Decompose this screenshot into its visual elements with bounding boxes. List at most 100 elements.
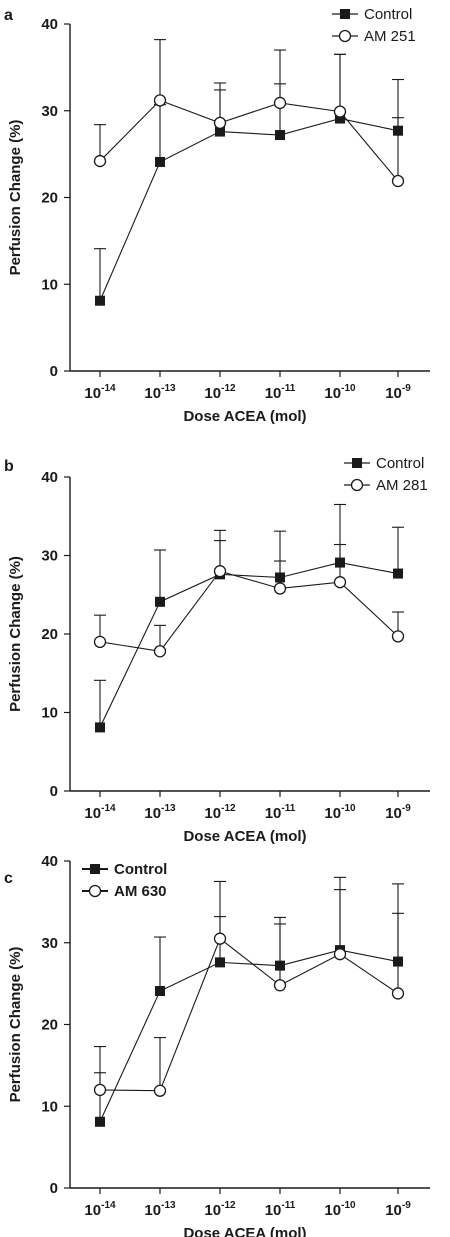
data-point-circle xyxy=(93,1083,107,1097)
x-tick-label: 10-12 xyxy=(204,1200,236,1219)
y-tick-label: 20 xyxy=(41,1017,58,1034)
y-tick-label: 30 xyxy=(41,548,58,565)
data-point-square xyxy=(155,985,165,996)
data-point-square xyxy=(215,957,225,968)
x-tick-base: 10 xyxy=(324,385,341,402)
y-tick-label: 30 xyxy=(41,935,58,952)
x-tick-base: 10 xyxy=(144,1202,161,1219)
x-tick-base: 10 xyxy=(84,385,101,402)
x-tick-exponent: -14 xyxy=(101,1200,116,1211)
panel-letter: c xyxy=(4,870,13,887)
x-tick-exponent: -13 xyxy=(161,383,176,394)
panel-letter: a xyxy=(4,7,13,24)
series-line xyxy=(99,937,399,1092)
y-tick-label: 20 xyxy=(41,190,58,207)
legend-label: Control xyxy=(114,861,167,878)
x-tick-exponent: -9 xyxy=(402,803,411,814)
x-tick-label: 10-12 xyxy=(204,383,236,402)
data-point-circle xyxy=(333,105,347,118)
x-tick-exponent: -11 xyxy=(281,1200,295,1211)
x-tick-exponent: -14 xyxy=(101,383,116,394)
x-tick-label: 10-9 xyxy=(385,383,411,402)
legend-circle-marker xyxy=(88,884,102,898)
y-tick-label: 10 xyxy=(41,705,58,722)
data-point-square xyxy=(95,295,105,306)
legend-label: Control xyxy=(364,6,412,23)
data-point-circle xyxy=(153,645,167,658)
x-tick-exponent: -12 xyxy=(221,383,236,394)
x-tick-label: 10-10 xyxy=(324,1200,356,1219)
data-point-circle xyxy=(153,94,167,107)
x-tick-label: 10-11 xyxy=(265,383,296,402)
x-tick-label: 10-13 xyxy=(144,1200,176,1219)
x-tick-base: 10 xyxy=(144,385,161,402)
x-tick-exponent: -10 xyxy=(341,803,356,814)
data-point-circle xyxy=(213,565,227,578)
data-point-square xyxy=(215,126,225,137)
y-tick-label: 0 xyxy=(50,1180,58,1197)
x-tick-exponent: -10 xyxy=(341,1200,356,1211)
data-point-circle xyxy=(213,116,227,130)
y-tick-label: 10 xyxy=(41,1098,58,1115)
data-point-square xyxy=(335,113,345,124)
x-tick-base: 10 xyxy=(265,805,282,822)
x-tick-label: 10-14 xyxy=(84,803,116,822)
x-tick-label: 10-14 xyxy=(84,1200,116,1219)
x-tick-label: 10-14 xyxy=(84,383,116,402)
data-point-square xyxy=(155,156,165,167)
series-line xyxy=(99,570,399,652)
series-antagonist xyxy=(93,39,405,188)
x-tick-exponent: -12 xyxy=(221,1200,236,1211)
x-tick-label: 10-9 xyxy=(385,1200,411,1219)
legend: Control AM 251 xyxy=(332,6,416,45)
x-tick-exponent: -9 xyxy=(402,383,411,394)
data-point-circle xyxy=(213,932,227,945)
data-point-circle xyxy=(93,635,107,648)
y-axis-title: Perfusion Change (%) xyxy=(7,556,24,712)
legend-label: AM 630 xyxy=(114,883,167,900)
x-tick-exponent: -13 xyxy=(161,1200,176,1211)
legend-label: AM 251 xyxy=(364,28,416,45)
legend-label: AM 281 xyxy=(376,477,428,494)
x-tick-label: 10-11 xyxy=(265,803,296,822)
x-tick-label: 10-13 xyxy=(144,383,176,402)
x-tick-base: 10 xyxy=(144,805,161,822)
y-axis-title: Perfusion Change (%) xyxy=(7,947,24,1103)
data-point-circle xyxy=(273,979,287,992)
x-tick-base: 10 xyxy=(84,1202,101,1219)
series-antagonist xyxy=(93,876,405,1097)
data-point-circle xyxy=(273,582,287,595)
x-tick-base: 10 xyxy=(265,1202,282,1219)
legend-square-marker xyxy=(352,458,362,468)
data-point-circle xyxy=(391,630,405,643)
x-tick-base: 10 xyxy=(324,805,341,822)
series-control xyxy=(94,503,404,733)
x-tick-base: 10 xyxy=(385,1202,402,1219)
y-tick-label: 40 xyxy=(41,853,58,870)
x-tick-base: 10 xyxy=(265,385,282,402)
series-control xyxy=(94,53,404,306)
data-point-circle xyxy=(273,96,287,110)
x-axis-title: Dose ACEA (mol) xyxy=(183,408,306,425)
y-tick-label: 0 xyxy=(50,363,58,380)
y-tick-label: 30 xyxy=(41,103,58,120)
data-point-square xyxy=(95,722,105,733)
y-tick-label: 40 xyxy=(41,16,58,33)
x-tick-exponent: -13 xyxy=(161,803,176,814)
x-tick-label: 10-9 xyxy=(385,803,411,822)
x-tick-base: 10 xyxy=(385,805,402,822)
series-line xyxy=(99,562,399,728)
y-axis-title: Perfusion Change (%) xyxy=(7,120,24,276)
legend: Control AM 281 xyxy=(344,455,428,494)
legend-square-marker xyxy=(90,864,100,874)
legend-circle-marker xyxy=(338,29,352,43)
x-tick-base: 10 xyxy=(385,385,402,402)
x-tick-exponent: -9 xyxy=(402,1200,411,1211)
panel-letter: b xyxy=(4,458,14,475)
x-axis-title: Dose ACEA (mol) xyxy=(183,828,306,845)
x-tick-label: 10-11 xyxy=(265,1200,296,1219)
data-point-circle xyxy=(391,987,405,1000)
series-line xyxy=(99,949,399,1123)
x-tick-base: 10 xyxy=(84,805,101,822)
